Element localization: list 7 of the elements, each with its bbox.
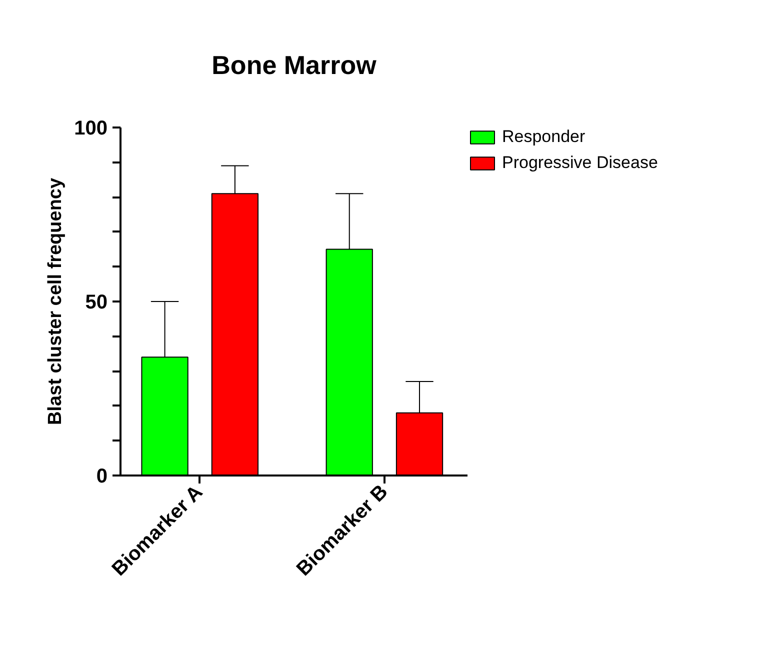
y-tick-label: 50 bbox=[85, 292, 108, 314]
legend-label: Responder bbox=[502, 127, 586, 147]
chart-title: Bone Marrow bbox=[212, 50, 378, 80]
y-tick-label: 100 bbox=[74, 118, 108, 140]
legend-label: Progressive Disease bbox=[502, 153, 658, 173]
y-axis-title: Blast cluster cell frequency bbox=[45, 178, 66, 426]
y-tick-label: 0 bbox=[96, 466, 108, 488]
